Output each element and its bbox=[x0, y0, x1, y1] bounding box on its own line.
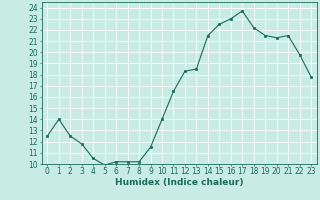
X-axis label: Humidex (Indice chaleur): Humidex (Indice chaleur) bbox=[115, 178, 244, 187]
